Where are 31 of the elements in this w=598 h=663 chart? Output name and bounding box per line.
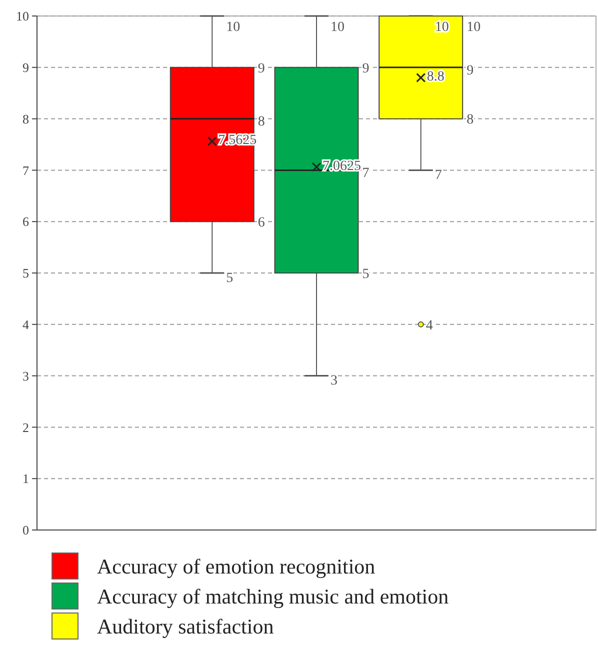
y-tick-label: 3 <box>22 368 29 384</box>
y-tick-label: 0 <box>22 522 29 538</box>
annotation: 10 <box>434 20 449 35</box>
y-tick-label: 10 <box>16 8 29 24</box>
annotation: 8 <box>466 112 474 128</box>
y-tick-label: 2 <box>22 420 29 435</box>
y-tick-label: 4 <box>22 316 30 332</box>
y-tick-label: 6 <box>22 214 30 230</box>
annotation: 9 <box>258 61 265 76</box>
legend-label: Auditory satisfaction <box>97 614 274 638</box>
y-tick-label: 9 <box>22 60 29 75</box>
annotation: 7 <box>362 166 370 182</box>
annotation: 8.8 <box>426 70 444 85</box>
annotation: 7 <box>434 168 442 184</box>
annotation: 6 <box>258 216 265 230</box>
annotation: 9 <box>466 63 474 78</box>
annotation: 4 <box>426 318 433 334</box>
annotation: 10 <box>226 20 240 35</box>
annotation: 5 <box>362 266 370 282</box>
annotation: 8 <box>258 114 265 130</box>
legend-label: Accuracy of emotion recognition <box>97 554 376 578</box>
annotation: 9 <box>362 61 370 76</box>
y-tick-label: 7 <box>22 162 30 178</box>
annotation: 3 <box>330 374 338 389</box>
annotation: 10 <box>330 20 344 35</box>
legend-label: Accuracy of matching music and emotion <box>97 584 450 608</box>
annotation: 5 <box>226 270 234 286</box>
y-tick-label: 8 <box>22 111 29 126</box>
y-tick-label: 1 <box>22 471 29 486</box>
annotation: 10 <box>466 20 481 35</box>
y-tick-label: 5 <box>22 266 29 281</box>
